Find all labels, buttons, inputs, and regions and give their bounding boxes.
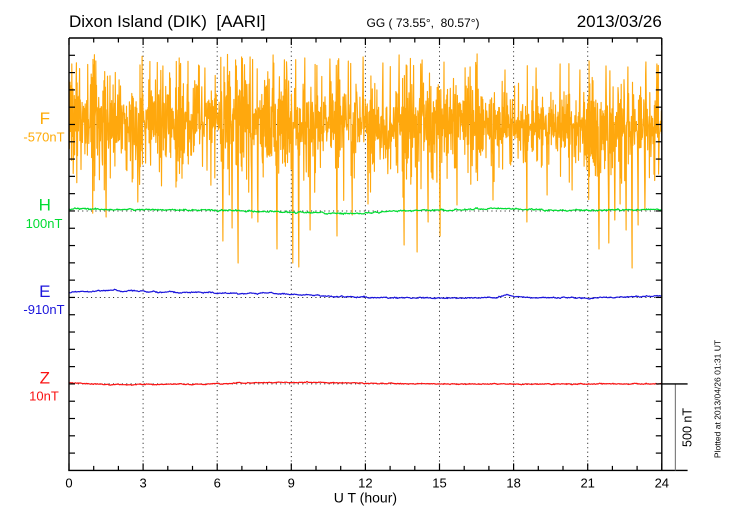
svg-text:H: H [39,195,51,214]
svg-text:F: F [40,109,50,128]
svg-text:21: 21 [580,476,594,491]
svg-text:18: 18 [506,476,520,491]
svg-text:0: 0 [65,476,72,491]
svg-text:15: 15 [432,476,446,491]
svg-text:2013/03/26: 2013/03/26 [577,12,662,31]
svg-text:9: 9 [288,476,295,491]
svg-text:-570nT: -570nT [23,129,64,144]
svg-text:10nT: 10nT [29,389,59,404]
svg-text:U T (hour): U T (hour) [334,490,397,506]
svg-text:Dixon Island (DIK) [AARI]: Dixon Island (DIK) [AARI] [69,12,266,31]
svg-text:12: 12 [358,476,372,491]
svg-text:24: 24 [655,476,669,491]
svg-text:E: E [39,282,50,301]
svg-text:Z: Z [40,368,50,387]
svg-text:-910nT: -910nT [23,302,64,317]
svg-text:Plotted at 2013/04/26 01:31 UT: Plotted at 2013/04/26 01:31 UT [713,340,723,458]
svg-text:6: 6 [214,476,221,491]
svg-text:500 nT: 500 nT [681,408,695,447]
svg-text:100nT: 100nT [26,216,63,231]
svg-text:GG ( 73.55°, 80.57°): GG ( 73.55°, 80.57°) [367,16,480,30]
svg-text:3: 3 [139,476,146,491]
